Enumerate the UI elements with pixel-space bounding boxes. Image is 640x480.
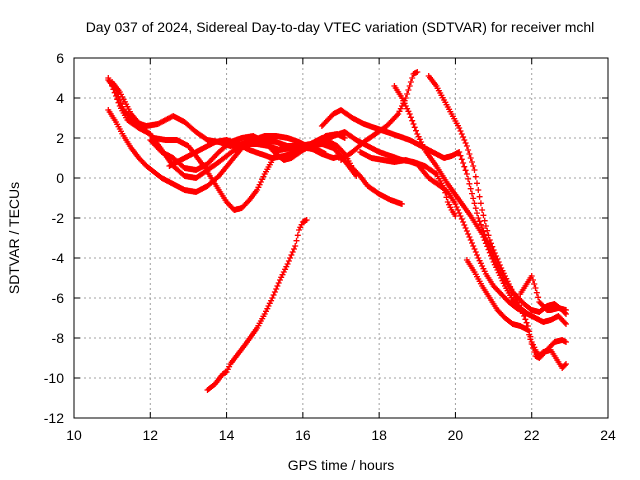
x-tick-label: 22 — [524, 427, 540, 443]
data-points — [105, 69, 569, 393]
x-tick-label: 12 — [142, 427, 158, 443]
y-axis-label: SDTVAR / TECUs — [6, 182, 22, 294]
x-tick-label: 24 — [600, 427, 616, 443]
y-tick-label: -4 — [52, 250, 65, 266]
y-tick-label: -12 — [44, 410, 64, 426]
series-markers — [517, 273, 569, 313]
x-tick-label: 10 — [66, 427, 82, 443]
x-axis-label: GPS time / hours — [288, 457, 395, 473]
y-tick-label: -2 — [52, 210, 65, 226]
series-track-14 — [463, 257, 569, 361]
series-track-4 — [109, 79, 325, 213]
series-track-13 — [425, 73, 569, 371]
series-markers — [109, 79, 325, 213]
series-track-6 — [147, 131, 348, 173]
series-track-10 — [338, 69, 421, 163]
x-tick-label: 14 — [219, 427, 235, 443]
chart-title: Day 037 of 2024, Sidereal Day-to-day VTE… — [86, 19, 595, 35]
y-tick-label: -10 — [44, 370, 64, 386]
series-markers — [357, 149, 535, 319]
series-track-11 — [357, 149, 535, 319]
y-tick-label: 2 — [56, 130, 64, 146]
series-track-7 — [204, 217, 310, 393]
y-tick-label: 4 — [56, 90, 64, 106]
x-tick-label: 18 — [371, 427, 387, 443]
series-track-12 — [391, 83, 569, 327]
series-markers — [147, 131, 348, 173]
y-axis-ticks: -12 -10 -8 -6 -4 -2 0 2 4 6 — [44, 50, 608, 426]
series-markers — [204, 217, 310, 393]
x-axis-ticks: 10 12 14 16 18 20 22 24 — [66, 58, 616, 443]
series-markers — [318, 129, 459, 219]
y-tick-label: -6 — [52, 290, 65, 306]
y-tick-label: -8 — [52, 330, 65, 346]
series-markers — [391, 83, 569, 327]
series-markers — [463, 257, 569, 361]
series-markers — [338, 69, 421, 163]
x-tick-label: 16 — [295, 427, 311, 443]
y-tick-label: 6 — [56, 50, 64, 66]
x-tick-label: 20 — [448, 427, 464, 443]
series-track-15 — [517, 273, 569, 313]
series-markers — [425, 73, 569, 371]
y-tick-label: 0 — [56, 170, 64, 186]
plot-frame — [73, 57, 609, 419]
series-track-9 — [318, 129, 459, 219]
